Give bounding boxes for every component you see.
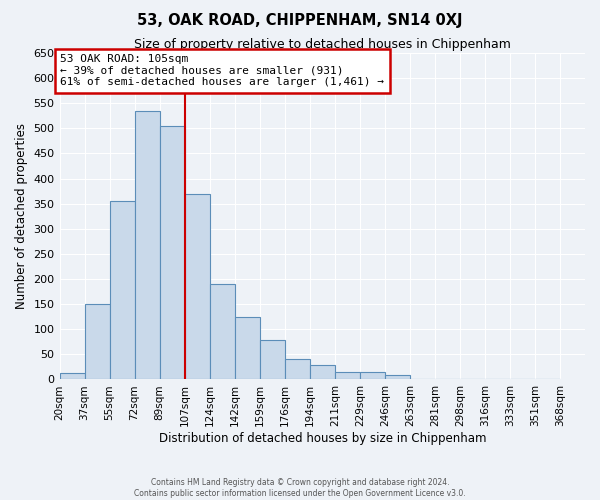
Title: Size of property relative to detached houses in Chippenham: Size of property relative to detached ho…	[134, 38, 511, 51]
Y-axis label: Number of detached properties: Number of detached properties	[15, 124, 28, 310]
Bar	[110, 201, 134, 380]
X-axis label: Distribution of detached houses by size in Chippenham: Distribution of detached houses by size …	[158, 432, 486, 445]
Bar	[235, 316, 260, 380]
Bar	[134, 111, 160, 380]
Bar	[59, 374, 85, 380]
Bar	[385, 376, 410, 380]
Bar	[285, 360, 310, 380]
Bar	[360, 372, 385, 380]
Bar	[185, 194, 209, 380]
Bar	[85, 304, 110, 380]
Bar	[160, 126, 185, 380]
Bar	[260, 340, 285, 380]
Text: Contains HM Land Registry data © Crown copyright and database right 2024.
Contai: Contains HM Land Registry data © Crown c…	[134, 478, 466, 498]
Bar	[310, 366, 335, 380]
Text: 53, OAK ROAD, CHIPPENHAM, SN14 0XJ: 53, OAK ROAD, CHIPPENHAM, SN14 0XJ	[137, 12, 463, 28]
Bar	[335, 372, 360, 380]
Bar	[209, 284, 235, 380]
Text: 53 OAK ROAD: 105sqm
← 39% of detached houses are smaller (931)
61% of semi-detac: 53 OAK ROAD: 105sqm ← 39% of detached ho…	[60, 54, 384, 88]
